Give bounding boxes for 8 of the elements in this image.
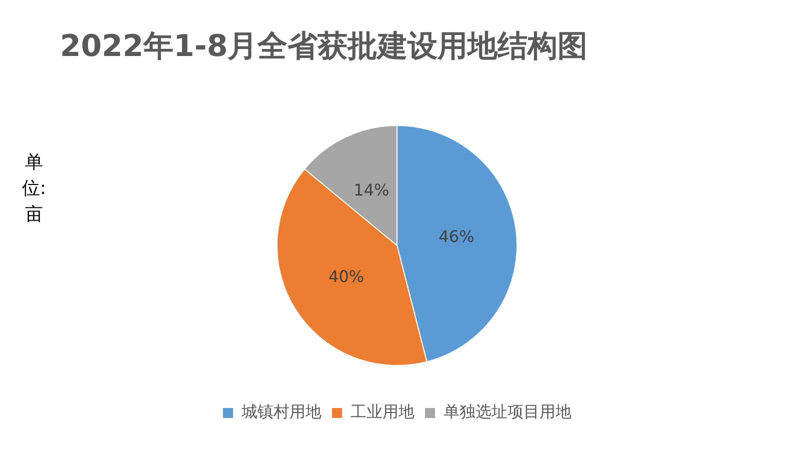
chart-title: 2022年1-8月全省获批建设用地结构图 [60, 28, 588, 64]
data-label: 46% [438, 227, 474, 246]
legend-label: 工业用地 [350, 402, 414, 422]
data-label: 40% [328, 266, 364, 286]
legend-label: 单独选址项目用地 [444, 402, 572, 422]
text: 单位:亩 [22, 151, 46, 227]
data-label: 14% [354, 180, 390, 200]
legend-label: 城镇村用地 [240, 402, 322, 422]
